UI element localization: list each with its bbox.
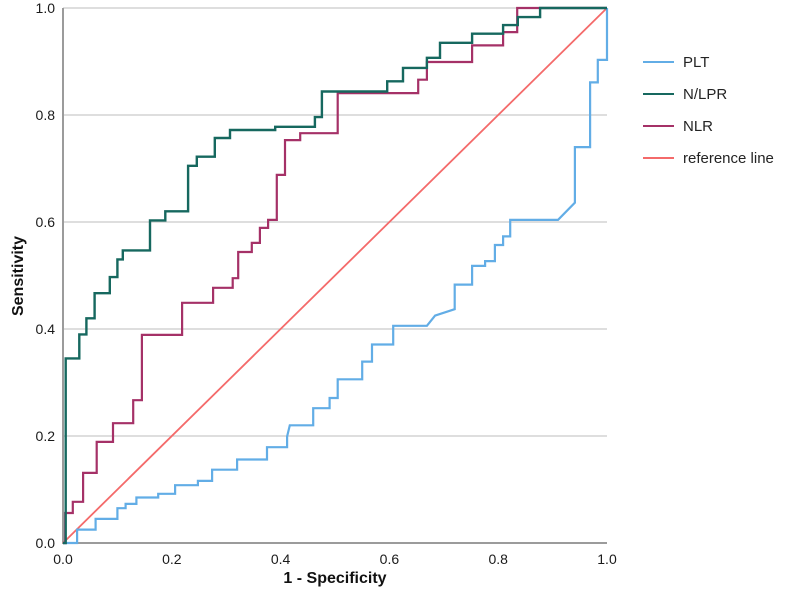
legend-swatch-n-lpr: [643, 93, 674, 95]
y-tick-label: 0.4: [36, 321, 56, 337]
legend-swatch-plt: [643, 61, 674, 63]
y-tick-label: 0.0: [36, 535, 56, 551]
x-tick-label: 0.6: [380, 551, 400, 567]
x-tick-label: 0.0: [53, 551, 73, 567]
legend-item-plt: PLT: [643, 50, 774, 74]
x-tick-label: 1.0: [597, 551, 617, 567]
legend-label-plt: PLT: [683, 53, 710, 71]
roc-curve-nlr: [63, 6, 607, 545]
y-tick-label: 0.6: [36, 214, 56, 230]
legend-item-reference-line: reference line: [643, 146, 774, 170]
legend: PLT N/LPR NLR reference line: [643, 50, 774, 178]
roc-curve-n-lpr: [63, 6, 607, 545]
legend-item-n-lpr: N/LPR: [643, 82, 774, 106]
legend-label-nlr: NLR: [683, 117, 714, 135]
legend-swatch-reference-line: [643, 157, 674, 159]
x-tick-label: 0.8: [488, 551, 508, 567]
roc-curve-plt: [63, 8, 609, 545]
x-tick-label: 0.2: [162, 551, 182, 567]
y-tick-label: 0.2: [36, 428, 56, 444]
x-axis-title: 1 - Specificity: [283, 570, 387, 587]
y-axis-title: Sensitivity: [10, 235, 27, 317]
legend-label-reference-line: reference line: [683, 149, 774, 167]
x-tick-label: 0.4: [271, 551, 291, 567]
y-tick-label: 1.0: [36, 0, 56, 16]
legend-swatch-nlr: [643, 125, 674, 127]
reference-line: [62, 7, 608, 544]
legend-label-n-lpr: N/LPR: [683, 85, 728, 103]
y-tick-label: 0.8: [36, 107, 56, 123]
legend-item-nlr: NLR: [643, 114, 774, 138]
